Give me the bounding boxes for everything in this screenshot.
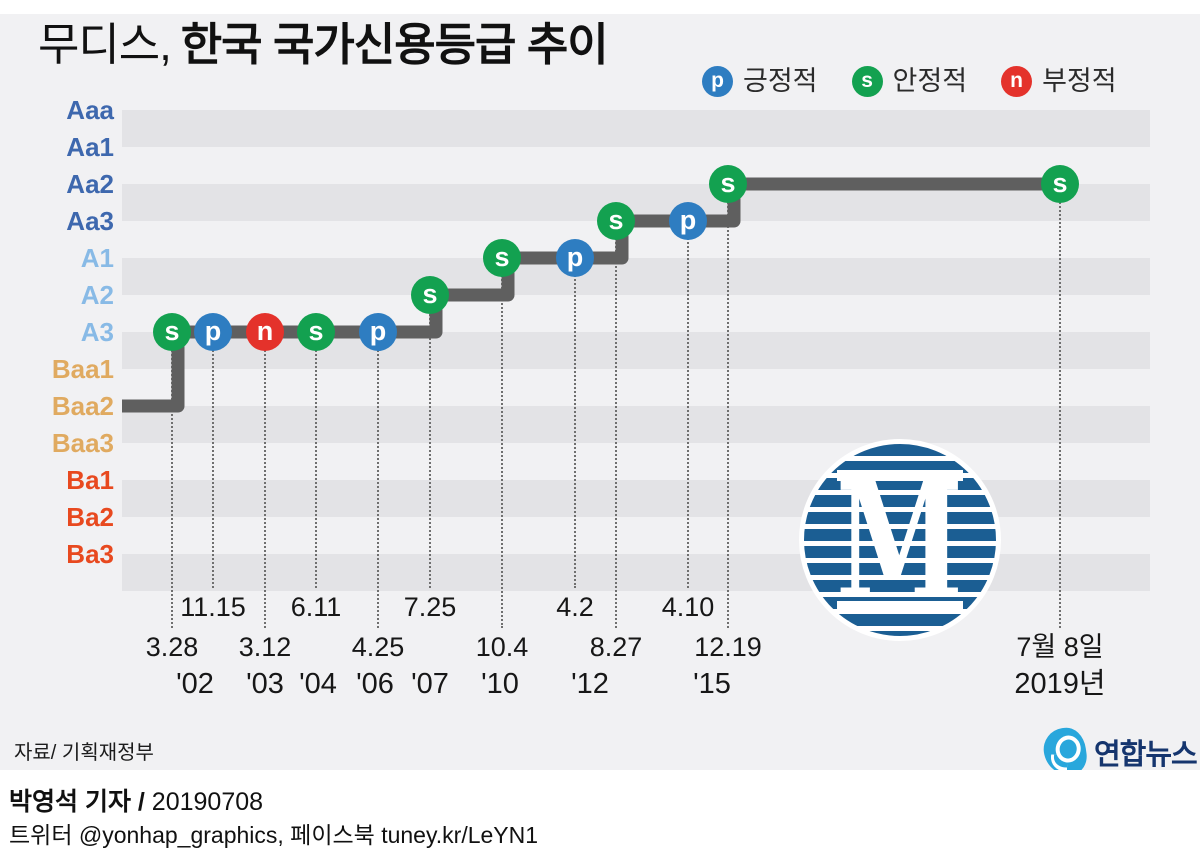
date-label: 11.15	[180, 592, 246, 622]
date-label: 6.11	[290, 592, 342, 622]
moodys-logo: M	[799, 439, 1001, 641]
publisher-logo: 연합뉴스	[1040, 725, 1198, 778]
outlook-marker-p: p	[669, 202, 707, 240]
leader-line	[377, 342, 379, 628]
source-credit: 자료/ 기획재정부	[14, 742, 154, 764]
year-label: '06	[356, 668, 394, 700]
publish-date: 20190708	[151, 788, 264, 816]
year-label: '12	[571, 668, 609, 700]
leader-line	[501, 268, 503, 628]
date-label: 10.4	[475, 632, 529, 662]
date-label: 4.2	[556, 592, 594, 622]
outlook-marker-p: p	[556, 239, 594, 277]
leader-line	[574, 268, 576, 588]
year-label: '03	[246, 668, 284, 700]
year-label: '04	[299, 668, 337, 700]
date-label: 4.25	[351, 632, 405, 662]
title-agency: 무디스,	[38, 19, 172, 70]
leader-line	[727, 194, 729, 628]
year-label: '07	[411, 668, 449, 700]
rating-label-aa2: Aa2	[66, 169, 114, 199]
date-label: 8.27	[589, 632, 643, 662]
outlook-marker-s: s	[297, 313, 335, 351]
sns-credit: 트위터 @yonhap_graphics, 페이스북 tuney.kr/LeYN…	[9, 822, 539, 848]
legend-label-negative: 부정적	[1042, 66, 1117, 96]
leader-line	[315, 342, 317, 588]
leader-line	[212, 342, 214, 588]
outlook-marker-s: s	[1041, 165, 1079, 203]
rating-label-ba3: Ba3	[66, 539, 114, 569]
rating-label-baa3: Baa3	[51, 428, 114, 458]
outlook-marker-p: p	[194, 313, 232, 351]
moodys-logo-bottom-bar	[837, 601, 963, 612]
year-label: '02	[176, 668, 214, 700]
leader-line	[687, 231, 689, 588]
outlook-marker-s: s	[411, 276, 449, 314]
rating-label-ba2: Ba2	[66, 502, 114, 532]
legend-item-positive: p 긍정적	[702, 66, 818, 97]
reporter-byline: 박영석 기자 / 20190708	[9, 782, 263, 818]
legend-item-negative: n 부정적	[1001, 66, 1117, 97]
rating-label-aaa: Aaa	[66, 95, 114, 125]
page-title: 무디스, 한국 국가신용등급 추이	[38, 16, 609, 74]
outlook-marker-s: s	[597, 202, 635, 240]
date-label: 3.28	[145, 632, 199, 662]
grid-stripe	[122, 406, 1150, 443]
leader-line	[1059, 194, 1061, 628]
grid-stripe	[122, 258, 1150, 295]
grid-stripe	[122, 110, 1150, 147]
outlook-marker-s: s	[483, 239, 521, 277]
positive-outlook-icon: p	[702, 66, 733, 97]
year-label: 2019년	[1014, 668, 1106, 700]
year-label: '15	[693, 668, 731, 700]
outlook-marker-s: s	[153, 313, 191, 351]
date-label: 7.25	[403, 592, 457, 622]
date-label: 3.12	[238, 632, 292, 662]
outlook-marker-p: p	[359, 313, 397, 351]
negative-outlook-icon: n	[1001, 66, 1033, 97]
legend-item-stable: s 안정적	[851, 66, 968, 97]
moodys-logo-top-bar	[837, 470, 963, 481]
rating-label-a3: A3	[80, 317, 114, 347]
stable-outlook-icon: s	[851, 66, 883, 97]
rating-label-aa1: Aa1	[66, 132, 114, 162]
legend-label-positive: 긍정적	[743, 66, 818, 96]
outlook-marker-n: n	[246, 313, 284, 351]
moodys-m-letter: M	[836, 446, 964, 635]
rating-label-baa2: Baa2	[51, 391, 114, 421]
reporter-name: 박영석 기자 /	[9, 788, 145, 816]
legend-label-stable: 안정적	[892, 66, 968, 96]
leader-line	[264, 342, 266, 628]
leader-line	[429, 305, 431, 588]
outlook-marker-s: s	[709, 165, 747, 203]
footer: 박영석 기자 / 20190708 트위터 @yonhap_graphics, …	[0, 770, 1200, 865]
date-label: 12.19	[694, 632, 762, 662]
date-label: 4.10	[661, 592, 715, 622]
publisher-name: 연합뉴스	[1094, 738, 1198, 771]
date-label: 7월 8일	[1016, 632, 1104, 662]
title-main: 한국 국가신용등급 추이	[180, 19, 609, 70]
rating-label-a2: A2	[80, 280, 114, 310]
year-label: '10	[481, 668, 519, 700]
leader-line	[615, 231, 617, 628]
rating-label-ba1: Ba1	[66, 465, 114, 495]
rating-label-a1: A1	[80, 243, 114, 273]
leader-line	[171, 342, 173, 628]
rating-label-aa3: Aa3	[66, 206, 114, 236]
rating-label-baa1: Baa1	[51, 354, 114, 384]
outlook-legend: p 긍정적 s 안정적 n 부정적	[702, 66, 1117, 97]
